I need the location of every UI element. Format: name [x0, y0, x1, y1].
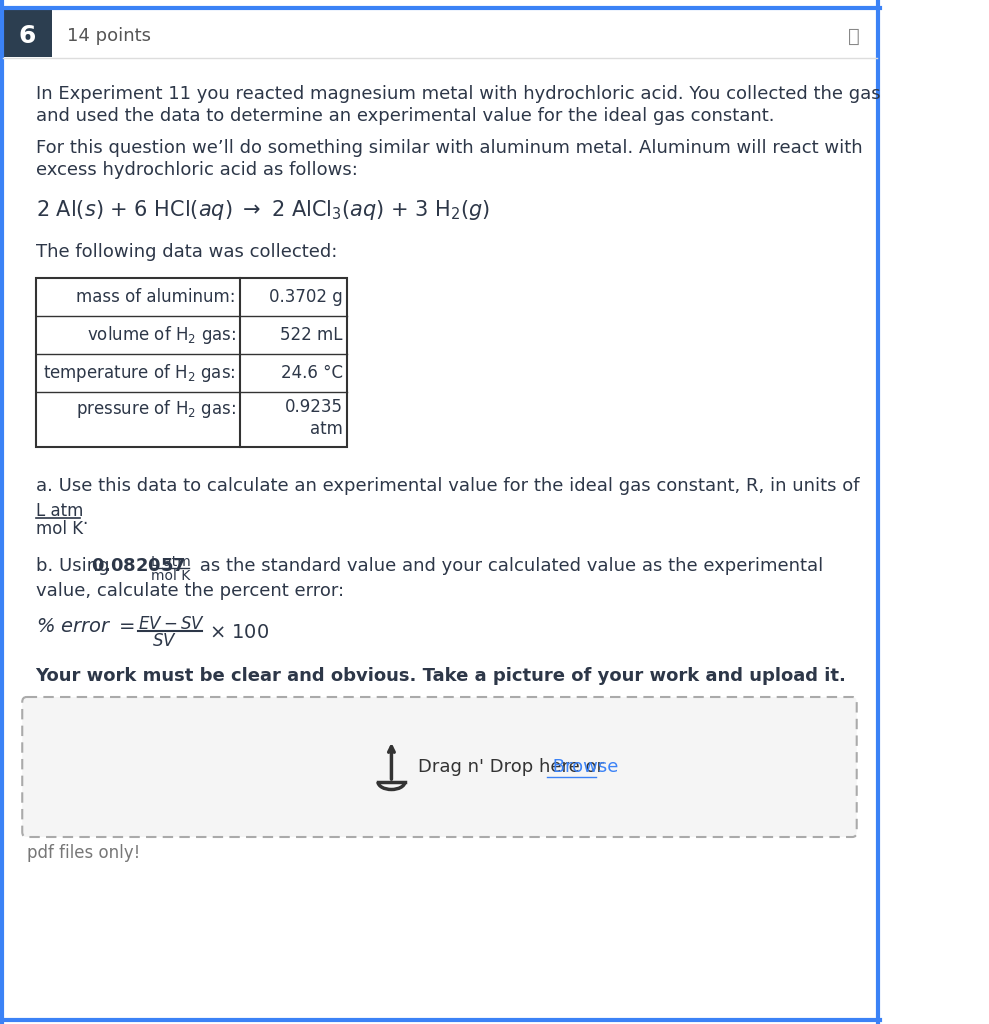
Text: a. Use this data to calculate an experimental value for the ideal gas constant, : a. Use this data to calculate an experim… [36, 477, 859, 495]
Text: Browse: Browse [547, 758, 618, 776]
FancyBboxPatch shape [22, 697, 856, 837]
Text: pressure of H$_2$ gas:: pressure of H$_2$ gas: [75, 398, 235, 421]
Text: $\mathbf{0.082057}$: $\mathbf{0.082057}$ [91, 557, 185, 575]
Text: % error $=$: % error $=$ [36, 617, 135, 636]
Text: 🔖: 🔖 [849, 27, 859, 45]
Text: $SV$: $SV$ [152, 632, 177, 650]
Text: For this question we’ll do something similar with aluminum metal. Aluminum will : For this question we’ll do something sim… [36, 139, 862, 157]
Text: The following data was collected:: The following data was collected: [36, 243, 337, 261]
Text: as the standard value and your calculated value as the experimental: as the standard value and your calculate… [194, 557, 823, 575]
Text: Drag n' Drop here or: Drag n' Drop here or [418, 758, 604, 776]
Text: L atm: L atm [151, 555, 191, 569]
Text: L atm: L atm [36, 502, 83, 520]
Text: 24.6 °C: 24.6 °C [281, 364, 342, 382]
Text: atm: atm [310, 421, 342, 438]
Text: excess hydrochloric acid as follows:: excess hydrochloric acid as follows: [36, 161, 357, 179]
Text: value, calculate the percent error:: value, calculate the percent error: [36, 582, 344, 600]
Text: mol K: mol K [151, 569, 191, 583]
Text: b. Using: b. Using [36, 557, 115, 575]
Text: $EV-SV$: $EV-SV$ [137, 615, 205, 633]
Text: 2 Al($s$) + 6 HCl($aq$) $\rightarrow$ 2 AlCl$_3$($aq$) + 3 H$_2$($g$): 2 Al($s$) + 6 HCl($aq$) $\rightarrow$ 2 … [36, 198, 490, 222]
Text: mol K: mol K [36, 520, 83, 538]
FancyBboxPatch shape [3, 9, 51, 57]
Text: 6: 6 [18, 24, 36, 48]
Bar [36, 278, 347, 447]
Text: $\times$ 100: $\times$ 100 [209, 623, 269, 642]
Text: temperature of H$_2$ gas:: temperature of H$_2$ gas: [44, 362, 235, 384]
Text: .: . [82, 510, 87, 528]
Text: Your work must be clear and obvious. Take a picture of your work and upload it.: Your work must be clear and obvious. Tak… [36, 667, 847, 685]
Text: pdf files only!: pdf files only! [27, 844, 139, 862]
Text: and used the data to determine an experimental value for the ideal gas constant.: and used the data to determine an experi… [36, 106, 774, 125]
Text: mass of aluminum:: mass of aluminum: [76, 288, 235, 306]
Text: volume of H$_2$ gas:: volume of H$_2$ gas: [87, 324, 235, 346]
Text: 0.9235: 0.9235 [285, 398, 342, 417]
Text: 14 points: 14 points [66, 27, 150, 45]
Text: 0.3702 g: 0.3702 g [269, 288, 342, 306]
Text: 522 mL: 522 mL [280, 326, 342, 344]
Text: In Experiment 11 you reacted magnesium metal with hydrochloric acid. You collect: In Experiment 11 you reacted magnesium m… [36, 85, 880, 103]
